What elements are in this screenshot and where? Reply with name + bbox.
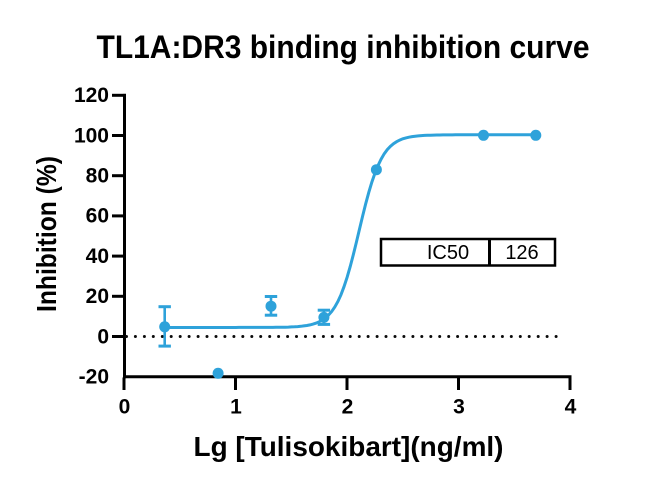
svg-text:4: 4 [565,396,577,419]
svg-text:20: 20 [86,285,109,308]
svg-text:40: 40 [86,245,109,268]
svg-text:0: 0 [119,396,131,419]
svg-text:-20: -20 [79,366,109,389]
svg-text:60: 60 [86,205,109,228]
svg-text:Lg [Tulisokibart](ng/ml): Lg [Tulisokibart](ng/ml) [194,431,504,462]
svg-text:IC50: IC50 [427,242,469,264]
svg-text:1: 1 [230,396,242,419]
svg-text:120: 120 [74,84,109,107]
svg-text:80: 80 [86,165,109,188]
svg-text:3: 3 [453,396,465,419]
svg-text:Inhibition (%): Inhibition (%) [31,156,62,312]
svg-text:100: 100 [74,124,109,147]
svg-text:0: 0 [97,325,109,348]
svg-text:126: 126 [505,242,538,264]
svg-text:2: 2 [342,396,354,419]
svg-text:TL1A:DR3 binding inhibition cu: TL1A:DR3 binding inhibition curve [97,29,590,65]
